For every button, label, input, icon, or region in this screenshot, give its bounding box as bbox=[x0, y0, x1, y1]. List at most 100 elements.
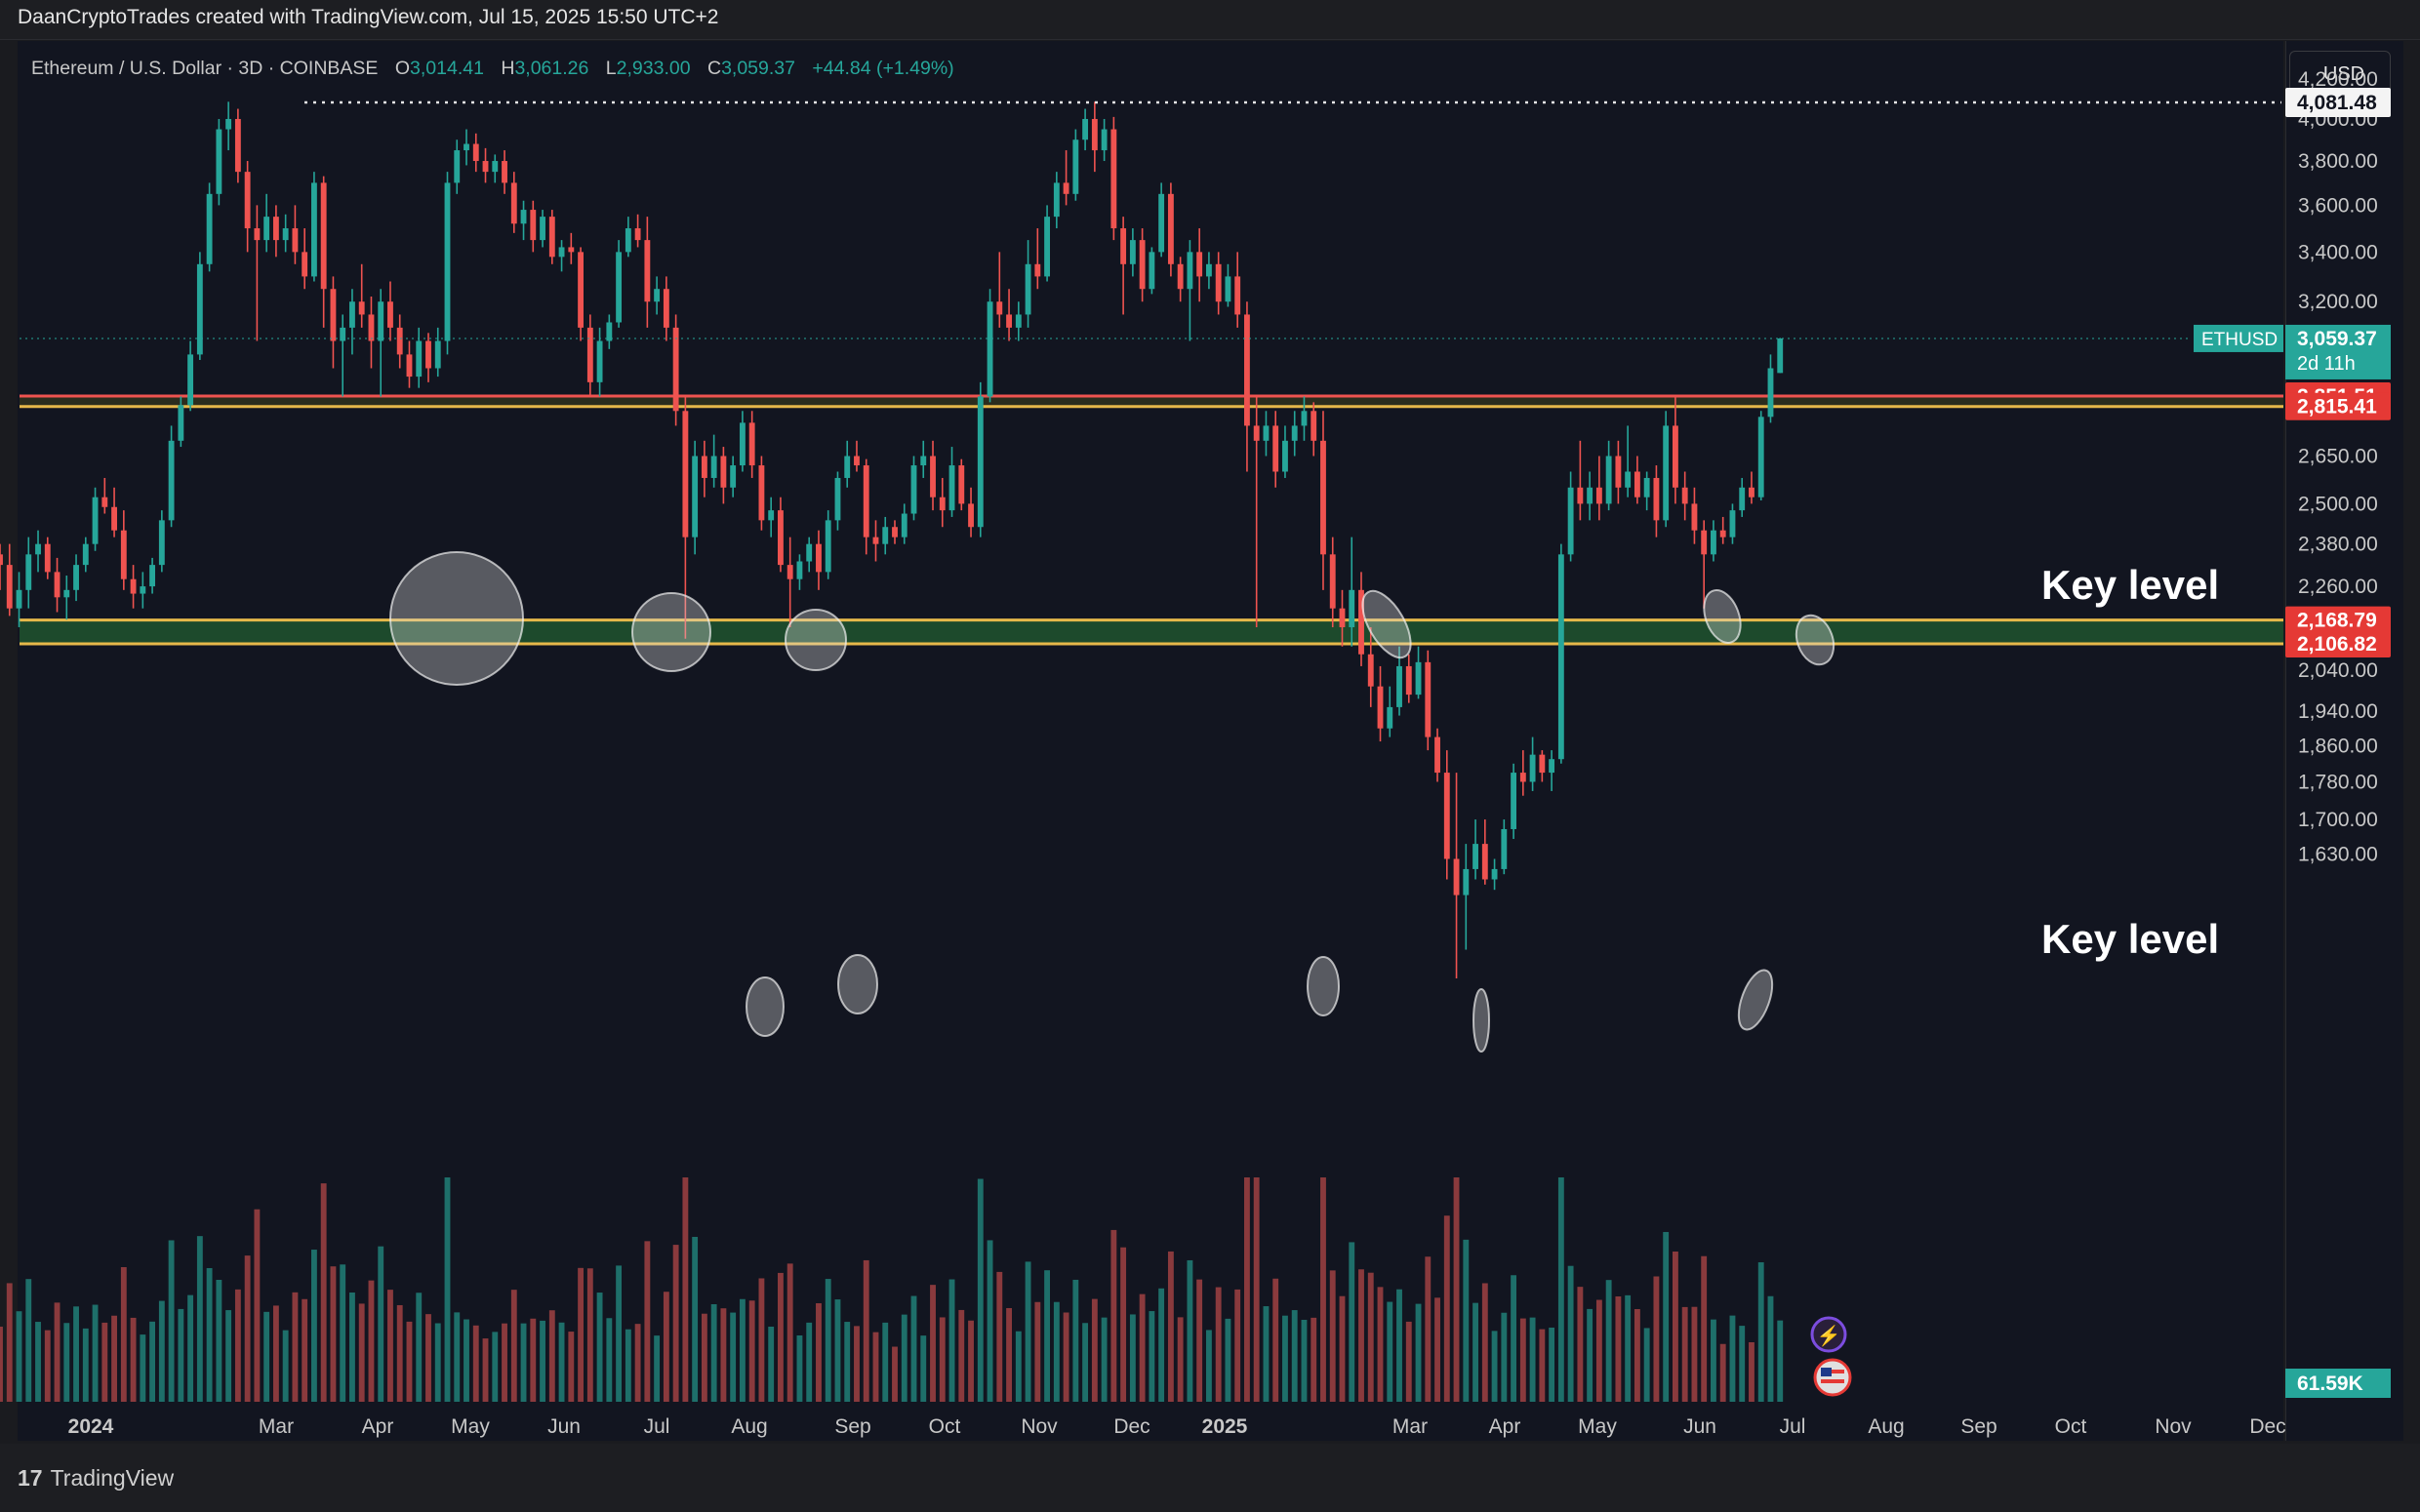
volume-bar bbox=[1053, 1301, 1060, 1402]
volume-bar bbox=[149, 1321, 156, 1402]
volume-bar bbox=[1063, 1312, 1069, 1402]
volume-bar bbox=[54, 1302, 60, 1402]
volume-bar bbox=[82, 1328, 89, 1402]
candle-body bbox=[425, 340, 431, 369]
candle-body bbox=[320, 182, 327, 290]
candle-body bbox=[768, 510, 775, 521]
candle-body bbox=[1006, 314, 1012, 328]
volume-bar bbox=[1253, 1177, 1260, 1402]
candle-body bbox=[1101, 129, 1108, 151]
volume-bar bbox=[454, 1312, 461, 1402]
candle-body bbox=[1167, 193, 1174, 264]
candle-body bbox=[1634, 471, 1640, 497]
candle-body bbox=[1358, 589, 1364, 655]
annotation-circle bbox=[631, 592, 711, 672]
candle-body bbox=[330, 289, 337, 341]
candle-body bbox=[120, 530, 127, 579]
volume-bar bbox=[996, 1271, 1003, 1402]
candle-body bbox=[1643, 477, 1650, 497]
key-level-2-lower-label-box bbox=[2285, 630, 2391, 657]
candle-body bbox=[178, 405, 184, 441]
volume-bars bbox=[0, 1177, 1784, 1402]
annotation-circle bbox=[1361, 589, 1412, 659]
candle-body bbox=[1234, 276, 1241, 315]
candle-body bbox=[502, 161, 507, 183]
candle-body bbox=[1453, 858, 1460, 895]
candle-body bbox=[634, 228, 641, 241]
y-tick-label: 3,800.00 bbox=[2298, 150, 2378, 173]
volume-bar bbox=[168, 1240, 175, 1402]
candle-body bbox=[530, 210, 537, 241]
candle-body bbox=[701, 456, 707, 478]
volume-bar bbox=[854, 1326, 860, 1402]
x-tick-label: May bbox=[1578, 1415, 1617, 1438]
volume-bar bbox=[1767, 1295, 1774, 1402]
candle-body bbox=[748, 422, 755, 466]
candlestick-chart[interactable]: 4,200.004,000.003,800.003,600.003,400.00… bbox=[0, 0, 2420, 1444]
candle-body bbox=[1339, 608, 1346, 627]
candle-body bbox=[825, 520, 831, 573]
volume-bar bbox=[720, 1308, 727, 1402]
volume-bar bbox=[1377, 1287, 1384, 1402]
us-flag-icon[interactable] bbox=[1813, 1358, 1852, 1397]
candle-body bbox=[1311, 411, 1317, 441]
volume-bar bbox=[844, 1322, 851, 1402]
volume-bar bbox=[1587, 1308, 1593, 1402]
candle-body bbox=[739, 422, 746, 466]
volume-bar bbox=[892, 1346, 898, 1402]
volume-bar bbox=[1320, 1177, 1326, 1402]
candle-body bbox=[111, 506, 117, 531]
candle-body bbox=[816, 543, 822, 573]
candle-body bbox=[187, 354, 194, 406]
volume-bar bbox=[1177, 1317, 1184, 1402]
volume-bar bbox=[806, 1322, 813, 1402]
candle-body bbox=[158, 520, 165, 566]
candle-body bbox=[1681, 487, 1688, 504]
volume-bar bbox=[701, 1313, 707, 1402]
volume-bar bbox=[1434, 1297, 1440, 1402]
candle-body bbox=[0, 554, 3, 566]
candle-body bbox=[358, 301, 365, 315]
volume-bar bbox=[1396, 1289, 1402, 1402]
volume-bar bbox=[1015, 1331, 1022, 1402]
candle-body bbox=[244, 172, 251, 229]
currency-button[interactable]: USD bbox=[2289, 51, 2391, 94]
candle-body bbox=[216, 129, 222, 194]
annotation-circle bbox=[1737, 969, 1774, 1031]
candle-body bbox=[140, 586, 146, 594]
annotation-circle bbox=[746, 976, 785, 1037]
candle-body bbox=[310, 182, 317, 277]
key-level-2-upper-label: 2,168.79 bbox=[2297, 610, 2377, 632]
candle-body bbox=[882, 527, 889, 544]
volume-bar bbox=[272, 1305, 279, 1402]
volume-bar bbox=[502, 1323, 507, 1402]
candle-body bbox=[968, 503, 974, 528]
volume-bar bbox=[320, 1183, 327, 1402]
candle-body bbox=[558, 247, 565, 258]
volume-bar bbox=[1519, 1318, 1526, 1402]
candle-body bbox=[948, 465, 955, 511]
volume-bar bbox=[1557, 1177, 1564, 1402]
volume-bar bbox=[710, 1304, 717, 1402]
volume-bar bbox=[1367, 1272, 1374, 1402]
volume-bar bbox=[1672, 1252, 1678, 1402]
volume-bar bbox=[16, 1311, 22, 1402]
volume-bar bbox=[254, 1209, 261, 1402]
candle-body bbox=[1025, 263, 1031, 315]
lower-key-zone bbox=[20, 619, 2283, 644]
candle-body bbox=[578, 252, 584, 328]
volume-bar bbox=[520, 1323, 527, 1402]
high-price-label: 4,081.48 bbox=[2297, 92, 2377, 114]
candle-body bbox=[472, 143, 479, 162]
y-tick-label: 1,940.00 bbox=[2298, 700, 2378, 723]
candle-body bbox=[958, 465, 965, 504]
tradingview-logo[interactable]: 17 TradingView bbox=[18, 1465, 174, 1492]
volume-bar bbox=[863, 1259, 869, 1402]
candle-body bbox=[234, 118, 241, 173]
volume-bar bbox=[340, 1264, 346, 1402]
price-axis[interactable] bbox=[2285, 41, 2403, 1441]
candle-body bbox=[1063, 182, 1069, 194]
candle-body bbox=[454, 150, 461, 183]
lightning-icon[interactable] bbox=[1810, 1316, 1847, 1353]
volume-bar bbox=[786, 1263, 793, 1402]
